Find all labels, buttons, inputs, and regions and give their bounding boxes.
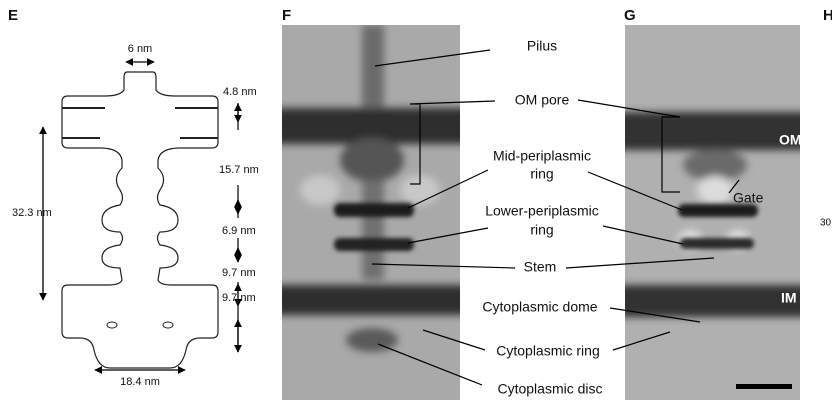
annotation: Lower-periplasmic — [485, 203, 599, 219]
annotation: OM pore — [515, 92, 570, 108]
dimension-label: 4.8 nm — [223, 86, 257, 98]
leader-lines — [371, 49, 715, 386]
annotation: ring — [530, 222, 553, 238]
annotation: Stem — [524, 259, 557, 275]
dimension-label: 9.7 nm — [222, 292, 256, 304]
panel-label: F — [282, 7, 291, 24]
dimension-label: 9.7 nm — [222, 267, 256, 279]
dimension-label: 18.4 nm — [120, 376, 160, 388]
gate-label: Gate — [733, 190, 764, 206]
annotation: Mid-periplasmic — [493, 148, 591, 164]
dimension-label: 6 nm — [128, 43, 152, 55]
panel-label: G — [624, 7, 636, 24]
bracket — [661, 116, 680, 193]
dimension-label: 6.9 nm — [222, 225, 256, 237]
tomogram-f — [282, 25, 460, 400]
dimension-label: 15.7 nm — [219, 164, 259, 176]
panel-label: E — [8, 7, 18, 24]
annotation: Pilus — [527, 38, 557, 54]
annotation: Cytoplasmic ring — [496, 343, 599, 359]
membrane-label: OM — [779, 132, 802, 148]
leader-line — [728, 179, 740, 194]
dimension-label: 32.3 nm — [12, 207, 52, 219]
annotation: ring — [530, 166, 553, 182]
annotation: Cytoplasmic disc — [497, 381, 602, 397]
annotation: Cytoplasmic dome — [482, 299, 597, 315]
membrane-label: IM — [781, 290, 797, 306]
tomogram-g — [625, 25, 800, 400]
schematic — [61, 71, 219, 369]
panel-label: H — [823, 7, 832, 24]
axis-fragment: 30 — [820, 218, 832, 229]
